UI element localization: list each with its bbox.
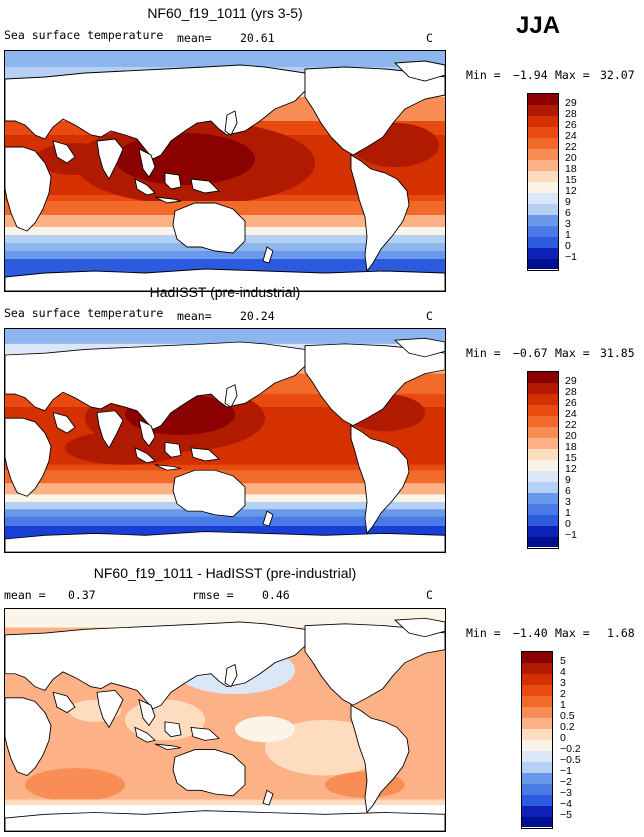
panel1-max-value: 32.07	[600, 68, 635, 82]
panel3-max-label: Max =	[555, 626, 590, 640]
cbar-tick: 3	[565, 218, 571, 230]
panel1-colorbar-ticks: 29 28 26 24 22 20 18 15 12 9 6 3 1 0 −1	[565, 93, 605, 269]
cbar-tick: 0	[565, 240, 571, 252]
panel3-min-label: Min =	[466, 626, 501, 640]
cbar-tick: 24	[565, 130, 577, 142]
panel1-mean-label: mean=	[177, 31, 212, 45]
cbar-tick: 20	[565, 430, 577, 442]
cbar-tick: −5	[560, 809, 572, 821]
panel2-mean-label: mean=	[177, 309, 212, 323]
cbar-tick: 29	[565, 375, 577, 387]
panel2-variable-label: Sea surface temperature	[4, 306, 164, 320]
panel1-map	[4, 50, 446, 292]
panel1-colorbar	[527, 93, 559, 271]
cbar-tick: 12	[565, 463, 577, 475]
panel3-min-value: −1.40	[513, 626, 548, 640]
cbar-tick: 24	[565, 408, 577, 420]
panel1-mean-value: 20.61	[240, 31, 275, 45]
cbar-tick: 0	[565, 518, 571, 530]
panel2-max-label: Max =	[555, 346, 590, 360]
season-label: JJA	[516, 12, 561, 39]
cbar-tick: −1	[565, 529, 577, 541]
cbar-tick: 6	[565, 207, 571, 219]
panel1-min-value: −1.94	[513, 68, 548, 82]
cbar-tick: 28	[565, 386, 577, 398]
panel1-unit: C	[426, 31, 433, 45]
panel2-title: HadISST (pre-industrial)	[149, 284, 301, 300]
panel1-min-label: Min =	[466, 68, 501, 82]
cbar-tick: 0.5	[560, 710, 575, 722]
cbar-tick: −1	[565, 251, 577, 263]
cbar-tick: 1	[565, 229, 571, 241]
cbar-tick: −0.5	[560, 754, 581, 766]
panel2-unit: C	[426, 309, 433, 323]
panel2-max-value: 31.85	[600, 346, 635, 360]
panel3-mean-label: mean =	[4, 588, 46, 602]
panel2-min-label: Min =	[466, 346, 501, 360]
cbar-tick: −4	[560, 798, 572, 810]
cbar-tick: 6	[565, 485, 571, 497]
cbar-tick: 15	[565, 452, 577, 464]
cbar-tick: 3	[560, 677, 566, 689]
cbar-tick: 0.2	[560, 721, 575, 733]
cbar-tick: 0	[560, 732, 566, 744]
panel3-title: NF60_f19_1011 - HadISST (pre-industrial)	[93, 565, 357, 581]
cbar-tick: −2	[560, 776, 572, 788]
cbar-tick: 2	[560, 688, 566, 700]
cbar-tick: 15	[565, 174, 577, 186]
panel3-rmse-label: rmse =	[192, 588, 234, 602]
panel3-map	[4, 608, 446, 832]
panel3-colorbar	[521, 651, 553, 829]
cbar-tick: 3	[565, 496, 571, 508]
cbar-tick: 18	[565, 163, 577, 175]
panel2-colorbar-ticks: 29 28 26 24 22 20 18 15 12 9 6 3 1 0 −1	[565, 371, 605, 547]
panel1-variable-label: Sea surface temperature	[4, 28, 164, 42]
panel1-title: NF60_f19_1011 (yrs 3-5)	[147, 5, 303, 21]
cbar-tick: 22	[565, 419, 577, 431]
cbar-tick: 26	[565, 397, 577, 409]
panel2-mean-value: 20.24	[240, 309, 275, 323]
panel2-min-value: −0.67	[513, 346, 548, 360]
cbar-tick: 20	[565, 152, 577, 164]
cbar-tick: 1	[565, 507, 571, 519]
cbar-tick: 22	[565, 141, 577, 153]
cbar-tick: −3	[560, 787, 572, 799]
cbar-tick: 9	[565, 474, 571, 486]
cbar-tick: −0.2	[560, 743, 581, 755]
cbar-tick: 1	[560, 699, 566, 711]
panel3-max-value: 1.68	[607, 626, 635, 640]
panel3-rmse-value: 0.46	[262, 588, 290, 602]
cbar-tick: 18	[565, 441, 577, 453]
cbar-tick: 28	[565, 108, 577, 120]
panel3-unit: C	[426, 588, 433, 602]
panel1-max-label: Max =	[555, 68, 590, 82]
panel2-colorbar	[527, 371, 559, 549]
cbar-tick: 4	[560, 666, 566, 678]
cbar-tick: 9	[565, 196, 571, 208]
cbar-tick: 5	[560, 655, 566, 667]
panel2-map	[4, 328, 446, 553]
panel3-colorbar-ticks: 5 4 3 2 1 0.5 0.2 0 −0.2 −0.5 −1 −2 −3 −…	[560, 651, 604, 827]
panel3-mean-value: 0.37	[68, 588, 96, 602]
cbar-tick: −1	[560, 765, 572, 777]
cbar-tick: 12	[565, 185, 577, 197]
cbar-tick: 26	[565, 119, 577, 131]
cbar-tick: 29	[565, 97, 577, 109]
